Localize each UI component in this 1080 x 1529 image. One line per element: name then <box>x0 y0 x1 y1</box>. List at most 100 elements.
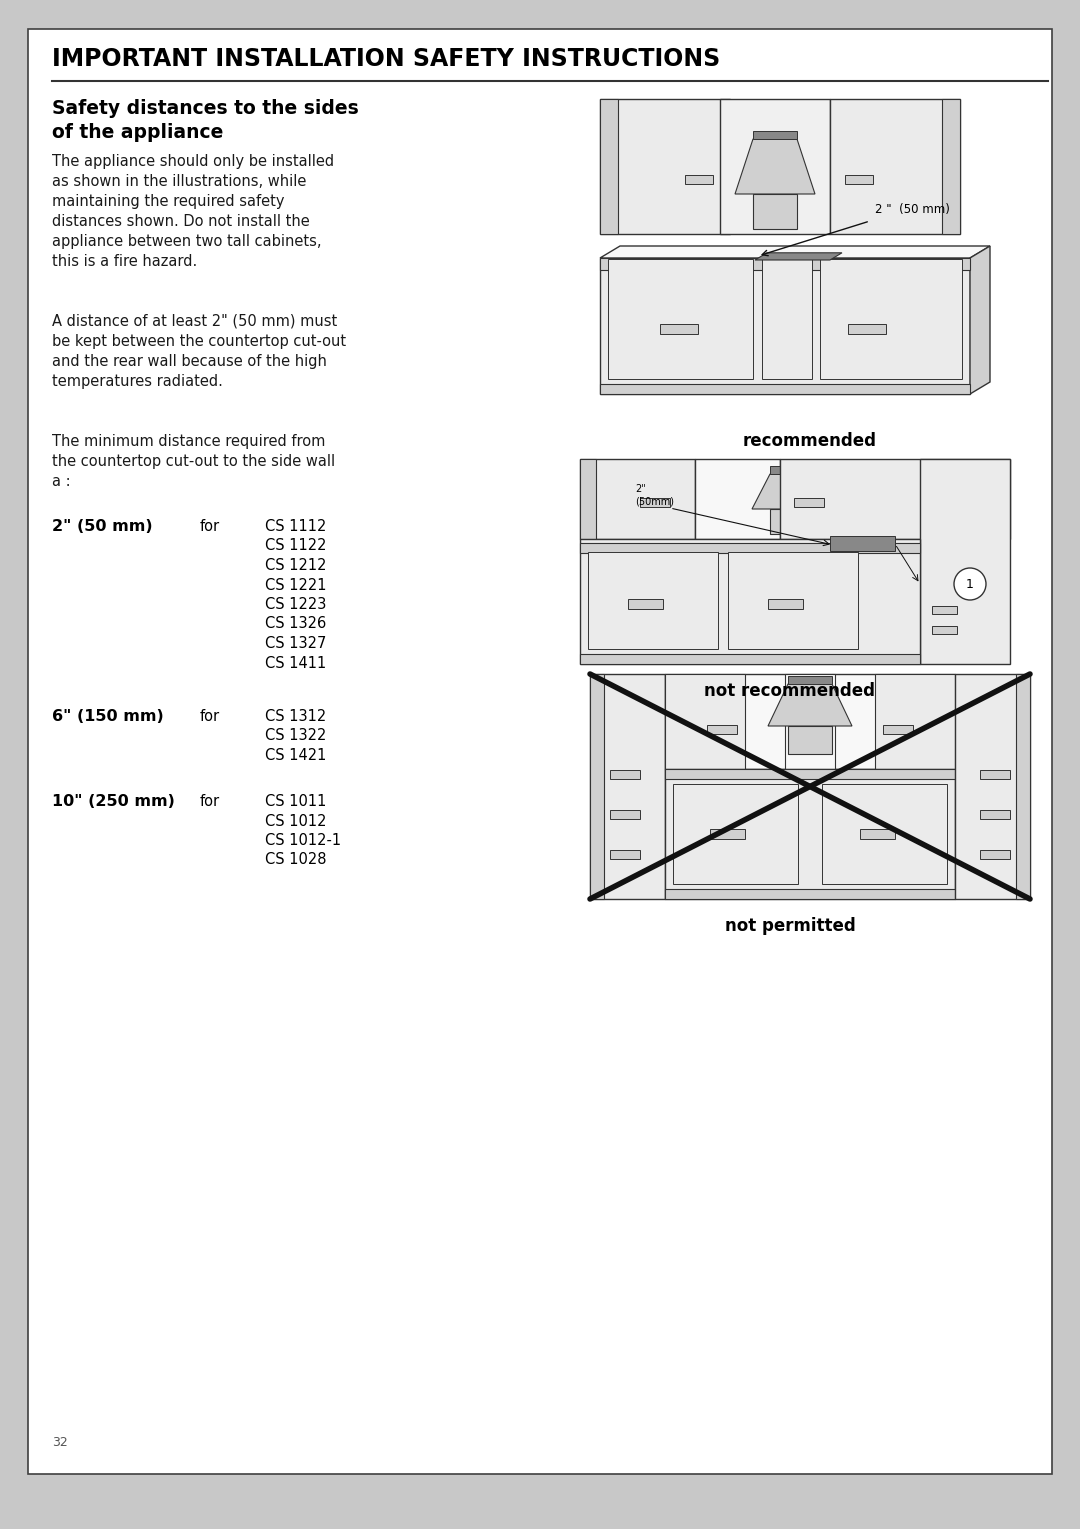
Text: 1: 1 <box>967 578 974 590</box>
Bar <box>980 810 1010 820</box>
Bar <box>932 625 957 635</box>
Bar <box>753 194 797 229</box>
Bar <box>788 676 832 683</box>
FancyBboxPatch shape <box>28 29 1052 1474</box>
Text: not permitted: not permitted <box>725 917 855 936</box>
Bar <box>627 599 663 609</box>
Text: CS 1327: CS 1327 <box>265 636 326 651</box>
Bar <box>707 725 737 734</box>
Bar <box>932 605 957 615</box>
Text: CS 1312: CS 1312 <box>265 709 326 725</box>
Text: 2 "  (50 mm): 2 " (50 mm) <box>875 203 950 216</box>
Bar <box>845 174 873 183</box>
Bar <box>860 829 895 839</box>
Bar <box>955 674 1030 899</box>
Bar <box>980 850 1010 859</box>
Bar <box>875 674 955 769</box>
Bar <box>831 99 960 234</box>
Bar <box>590 674 604 899</box>
Polygon shape <box>752 474 828 509</box>
Bar <box>665 888 955 899</box>
Text: CS 1322: CS 1322 <box>265 728 326 743</box>
Circle shape <box>954 567 986 599</box>
Bar <box>753 131 797 139</box>
Polygon shape <box>600 246 990 258</box>
Bar <box>588 552 718 648</box>
Text: CS 1326: CS 1326 <box>265 616 326 631</box>
Bar <box>580 459 596 540</box>
Bar <box>685 174 713 183</box>
Bar <box>610 771 640 778</box>
Bar <box>788 726 832 754</box>
Polygon shape <box>970 246 990 394</box>
Text: for: for <box>200 518 220 534</box>
Bar <box>665 769 955 899</box>
Text: recommended: recommended <box>743 433 877 450</box>
Text: for: for <box>200 709 220 725</box>
Bar <box>696 459 780 540</box>
Text: for: for <box>200 794 220 809</box>
Bar <box>720 99 831 234</box>
Bar <box>770 466 810 474</box>
Text: A distance of at least 2" (50 mm) must
be kept between the countertop cut-out
an: A distance of at least 2" (50 mm) must b… <box>52 313 346 388</box>
Bar <box>883 725 913 734</box>
Bar <box>610 850 640 859</box>
Text: CS 1221: CS 1221 <box>265 578 326 593</box>
Bar <box>600 384 970 394</box>
Polygon shape <box>755 252 842 260</box>
Text: CS 1028: CS 1028 <box>265 853 326 867</box>
Bar <box>600 258 970 271</box>
Bar <box>831 537 895 550</box>
Bar <box>1016 674 1030 899</box>
Bar <box>673 784 798 884</box>
Bar <box>728 552 858 648</box>
Text: CS 1112: CS 1112 <box>265 518 326 534</box>
Bar <box>822 784 947 884</box>
Bar <box>780 459 1010 540</box>
Bar <box>580 543 920 553</box>
Text: 32: 32 <box>52 1436 68 1449</box>
Polygon shape <box>735 139 815 194</box>
Text: CS 1421: CS 1421 <box>265 748 326 763</box>
Bar <box>580 540 920 664</box>
Bar <box>580 459 696 540</box>
Bar <box>920 459 1010 664</box>
Text: CS 1012: CS 1012 <box>265 813 326 829</box>
Bar <box>785 674 835 769</box>
Text: IMPORTANT INSTALLATION SAFETY INSTRUCTIONS: IMPORTANT INSTALLATION SAFETY INSTRUCTIO… <box>52 47 720 70</box>
Bar <box>665 674 745 769</box>
Bar <box>580 654 920 664</box>
Polygon shape <box>768 683 852 726</box>
Text: CS 1012-1: CS 1012-1 <box>265 833 341 849</box>
Bar <box>794 498 824 508</box>
Bar <box>600 99 730 234</box>
Bar <box>660 324 698 333</box>
Text: CS 1223: CS 1223 <box>265 596 326 612</box>
Text: CS 1212: CS 1212 <box>265 558 326 573</box>
Bar <box>768 599 804 609</box>
Text: CS 1011: CS 1011 <box>265 794 326 809</box>
Text: Safety distances to the sides
of the appliance: Safety distances to the sides of the app… <box>52 99 359 142</box>
Bar <box>942 99 960 234</box>
Text: The minimum distance required from
the countertop cut-out to the side wall
a :: The minimum distance required from the c… <box>52 434 335 489</box>
Bar <box>762 258 812 379</box>
Bar <box>590 674 665 899</box>
Bar <box>980 771 1010 778</box>
Text: 6" (150 mm): 6" (150 mm) <box>52 709 164 725</box>
Bar <box>608 258 753 379</box>
Bar <box>640 498 670 508</box>
Bar <box>610 810 640 820</box>
Bar <box>770 509 810 534</box>
Bar <box>600 99 618 234</box>
Bar <box>665 674 955 769</box>
Text: not recommended: not recommended <box>704 682 876 700</box>
Bar <box>600 258 970 394</box>
Bar <box>820 258 962 379</box>
Text: The appliance should only be installed
as shown in the illustrations, while
main: The appliance should only be installed a… <box>52 154 334 269</box>
Bar <box>665 769 955 778</box>
Bar <box>848 324 886 333</box>
Text: 2" (50 mm): 2" (50 mm) <box>52 518 152 534</box>
Bar <box>710 829 745 839</box>
Text: CS 1411: CS 1411 <box>265 656 326 671</box>
Text: 2"
(50mm): 2" (50mm) <box>635 485 674 506</box>
